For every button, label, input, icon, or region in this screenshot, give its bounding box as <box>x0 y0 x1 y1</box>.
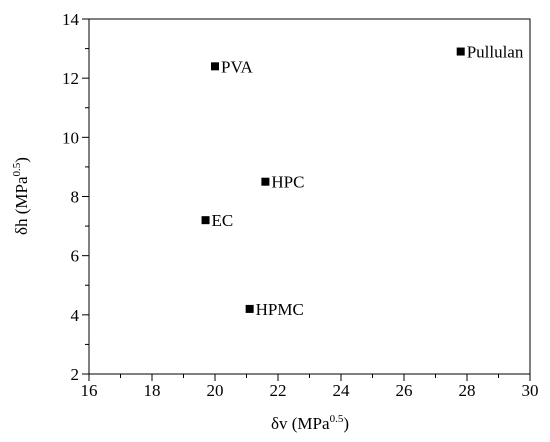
x-tick-label: 16 <box>81 381 98 400</box>
plot-frame <box>88 18 531 375</box>
point-label: HPMC <box>256 300 304 319</box>
x-tick-label: 22 <box>270 381 287 400</box>
x-tick-label: 18 <box>144 381 161 400</box>
point-label: HPC <box>271 173 304 192</box>
x-label-main: δv (MPa <box>271 414 330 433</box>
x-label-end: ) <box>343 414 349 433</box>
y-tick-label: 4 <box>71 306 80 325</box>
point <box>201 216 210 225</box>
point <box>261 177 270 186</box>
y-label-end: ) <box>12 157 31 163</box>
y-tick-label: 10 <box>62 128 79 147</box>
x-axis-label: δv (MPa0.5) <box>271 413 349 433</box>
point <box>456 47 465 56</box>
x-tick-label: 20 <box>207 381 224 400</box>
y-label-sup: 0.5 <box>11 162 23 176</box>
point-label: PVA <box>221 57 254 76</box>
y-tick-label: 8 <box>71 188 80 207</box>
y-tick-label: 2 <box>71 365 80 384</box>
y-tick-label: 14 <box>62 10 80 29</box>
x-tick-label: 30 <box>522 381 539 400</box>
y-tick-label: 12 <box>62 69 79 88</box>
y-tick-label: 6 <box>71 247 80 266</box>
y-label-main: δh (MPa <box>12 176 31 235</box>
x-tick-label: 26 <box>396 381 413 400</box>
y-axis-label: δh (MPa0.5) <box>11 157 31 235</box>
point-label: Pullulan <box>467 43 524 62</box>
x-label-sup: 0.5 <box>330 413 344 425</box>
x-tick-label: 24 <box>333 381 351 400</box>
point <box>211 62 219 71</box>
point <box>245 304 254 313</box>
point-label: EC <box>212 211 234 230</box>
x-tick-label: 28 <box>459 381 476 400</box>
